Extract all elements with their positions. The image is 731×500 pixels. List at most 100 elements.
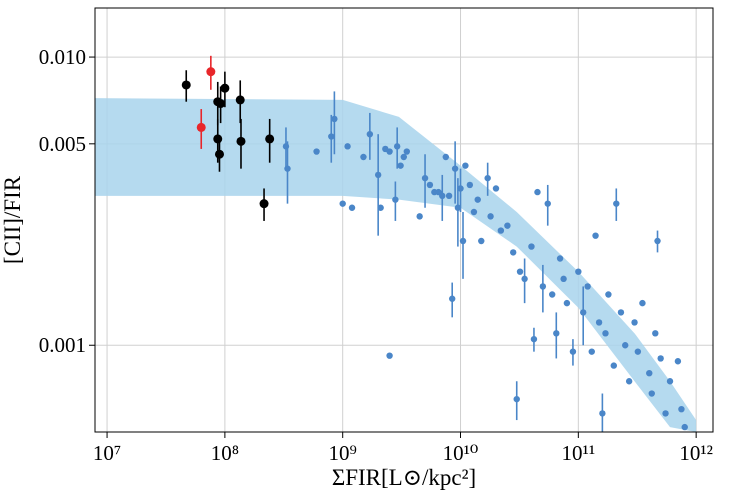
data-point <box>366 130 374 138</box>
data-point <box>392 196 399 203</box>
data-point <box>445 192 453 200</box>
data-point <box>602 330 609 337</box>
data-point <box>416 213 423 220</box>
data-point <box>648 390 655 397</box>
data-point <box>400 153 407 161</box>
data-point <box>674 358 682 365</box>
data-point <box>595 319 603 326</box>
data-point <box>617 309 625 316</box>
data-point <box>534 188 541 196</box>
data-point <box>448 295 456 302</box>
data-point <box>454 204 462 211</box>
data-point <box>569 348 577 355</box>
data-point <box>580 309 587 316</box>
data-point <box>220 83 230 93</box>
data-point <box>563 299 571 307</box>
data-point <box>374 171 382 179</box>
data-point <box>622 342 629 349</box>
data-point <box>678 405 685 413</box>
data-point <box>216 99 226 109</box>
x-tick-label: 10⁸ <box>211 441 239 465</box>
data-point <box>654 237 661 245</box>
data-point <box>497 227 505 234</box>
y-tick-label: 0.001 <box>39 333 86 357</box>
data-point <box>474 196 481 203</box>
data-point <box>478 237 485 245</box>
data-point <box>657 355 664 362</box>
y-axis-label: [CII]/FIR <box>0 175 25 264</box>
grid <box>95 8 713 432</box>
data-point <box>528 243 535 250</box>
data-point <box>556 255 564 262</box>
data-point <box>457 185 464 192</box>
data-point <box>575 268 582 275</box>
x-tick-label: 10¹⁰ <box>443 441 479 465</box>
data-point <box>539 283 547 290</box>
data-point <box>504 222 511 229</box>
data-point <box>236 136 246 146</box>
data-point <box>681 423 688 431</box>
data-point <box>487 213 494 220</box>
data-point <box>484 174 491 182</box>
data-point <box>492 185 500 192</box>
model-band <box>95 98 697 432</box>
data-point <box>459 237 467 245</box>
data-point <box>328 133 335 140</box>
data-point <box>646 369 653 377</box>
data-point <box>348 204 356 211</box>
data-point <box>426 181 434 189</box>
data-point <box>560 275 567 283</box>
data-point <box>284 165 291 172</box>
data-point <box>386 352 393 359</box>
data-point <box>592 232 599 239</box>
data-point <box>599 410 606 417</box>
y-tick-label: 0.010 <box>39 45 86 69</box>
data-point <box>344 143 351 150</box>
axes-frame <box>94 7 714 433</box>
axes: 10⁷ 10⁸ 10⁹ 10¹⁰ 10¹¹ 10¹² 0.010 0.005 0.001 <box>39 45 713 465</box>
data-point <box>605 291 612 298</box>
data-point <box>265 134 275 144</box>
data-point <box>610 362 617 369</box>
data-point <box>588 348 595 355</box>
data-point <box>313 148 320 155</box>
data-point <box>331 115 338 123</box>
data-point <box>466 181 474 189</box>
data-point <box>516 268 524 275</box>
data-point <box>639 299 646 307</box>
data-point <box>584 283 591 290</box>
data-point <box>662 410 669 417</box>
data-point <box>393 143 401 150</box>
data-point <box>403 148 410 155</box>
data-point <box>386 148 393 155</box>
data-point <box>553 330 560 337</box>
x-tick-label: 10¹¹ <box>562 441 596 465</box>
data-point <box>530 335 538 343</box>
data-point <box>631 319 638 326</box>
data-point <box>544 200 551 207</box>
data-point <box>548 291 556 298</box>
data-point <box>181 80 191 90</box>
data-point <box>259 199 269 209</box>
plot-area <box>95 55 697 432</box>
data-point <box>613 200 620 207</box>
data-point <box>509 249 517 256</box>
data-point <box>214 149 224 159</box>
data-point <box>521 275 528 283</box>
x-tick-label: 10⁷ <box>93 441 121 465</box>
data-point <box>339 200 346 207</box>
data-point <box>625 378 633 385</box>
data-point <box>377 204 384 211</box>
data-point <box>513 395 520 403</box>
data-point <box>442 153 449 161</box>
data-point <box>397 162 404 169</box>
x-tick-label: 10⁹ <box>329 441 357 465</box>
data-point <box>206 67 216 77</box>
data-point <box>652 330 659 337</box>
data-point <box>439 192 446 200</box>
data-point <box>634 348 642 355</box>
data-point <box>451 165 459 172</box>
data-point <box>213 134 223 144</box>
data-point <box>462 162 469 169</box>
